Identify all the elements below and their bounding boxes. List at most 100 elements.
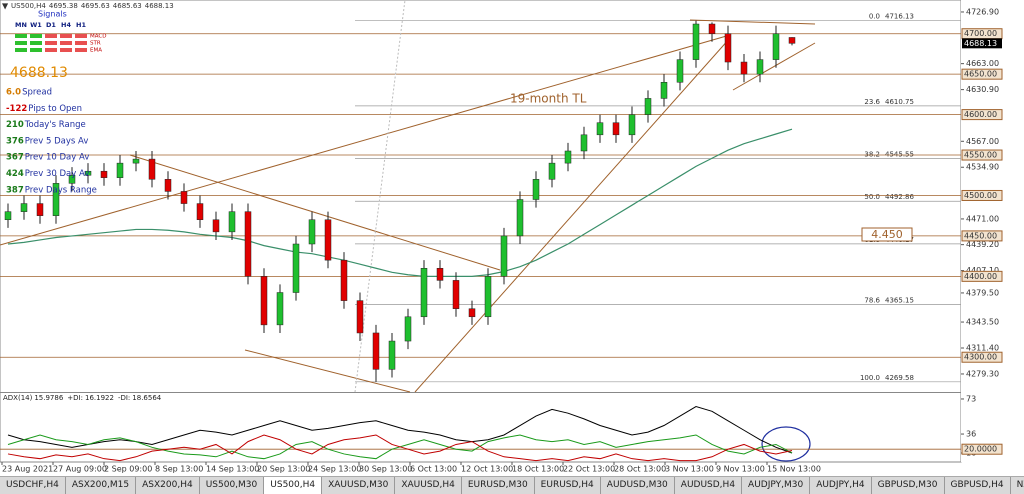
candle-body [612,122,620,136]
level-box [961,230,1003,242]
candle-body [196,203,204,220]
x-tick-label: 15 Nov 13:00 [767,465,821,474]
tab[interactable]: AUDJPY,M30 [742,477,811,494]
timeframe: W1 [30,21,42,29]
y-tick-label: 4439.20 [966,240,999,249]
candle-body [420,268,428,318]
candle-body [244,211,252,277]
header-arrow: ▼ [2,2,9,11]
stat-value: 376 [6,136,24,146]
y-tick-label: 4343.50 [966,318,999,327]
annotation-box [861,227,913,242]
level-label: 4550.00 [964,151,997,160]
level-box [961,189,1003,201]
tab[interactable]: EURUSD,M30 [462,477,535,494]
fib-level: 0.0 [869,13,880,21]
tab[interactable]: AUDJPY,H4 [810,477,872,494]
signal-row-label: EMA [90,48,102,54]
x-tick-label: 3 Nov 13:00 [665,465,714,474]
fib-level: 23.6 [864,98,880,106]
candle-body [676,59,684,83]
y-tick-label: 4407.10 [966,266,999,275]
fib-value: 4610.75 [885,98,914,106]
big-price: 4688.13 [10,65,68,81]
header-open: 4695.38 [49,2,78,10]
stat-value: 210 [6,120,24,130]
y-tick-label: 4471.00 [966,214,999,223]
signal-cell [45,48,57,52]
level-label: 4700.00 [964,29,997,38]
signal-cell [75,34,87,38]
trendlines [0,0,816,393]
tab[interactable]: EURUSD,H4 [535,477,601,494]
tab[interactable]: AUDUSD,H4 [675,477,743,494]
level-label: 4300.00 [964,353,997,362]
trendline [244,349,411,393]
candle-body [484,276,492,318]
candle-body [452,280,460,309]
header-high: 4695.63 [81,2,110,10]
fib-level: 38.2 [864,151,880,159]
level-box [961,351,1003,363]
y-tick-label: 4630.90 [966,85,999,94]
signal-cell [30,41,42,45]
tab[interactable]: AUDUSD,M30 [601,477,675,494]
x-tick-label: 18 Oct 13:00 [512,465,564,474]
candle-body [180,191,188,204]
candle-body [788,37,796,44]
stat-label: Today's Range [24,120,86,130]
x-tick-label: 22 Oct 13:00 [563,465,615,474]
fib-level: 50.0 [864,193,880,201]
candle-body [724,33,732,63]
candle-body [164,179,172,192]
tab[interactable]: XAUUSD,M30 [322,477,396,494]
tab[interactable]: ASX200,H4 [136,477,200,494]
level-box [961,109,1003,121]
trendline [129,154,501,271]
trendline [414,37,731,393]
y-tick-label: 4534.90 [966,163,999,172]
tab[interactable]: GBPUSD,H4 [945,477,1011,494]
tab[interactable]: NZDUSD,M30 [1011,477,1024,494]
level-label: 4450.00 [964,231,997,240]
header-symbol: US500,H4 [11,2,46,10]
tab[interactable]: ASX200,M15 [66,477,137,494]
candle-body [500,235,508,277]
candle-body [212,219,220,233]
signal-cell [15,41,27,45]
signal-cell [30,34,42,38]
tab[interactable]: USDCHF,H4 [0,477,66,494]
candle-body [708,23,716,34]
candle-body [20,203,28,212]
tab[interactable]: XAUUSD,H4 [395,477,462,494]
fib-value: 4492.86 [885,193,914,201]
y-tick-label: 4311.40 [966,344,999,353]
timeframe: MN [15,21,27,29]
plot-frame [0,0,962,463]
candle-body [324,219,332,261]
signals-title: Signals [38,10,67,19]
level-label: 4650.00 [964,70,997,79]
x-tick-label: 9 Nov 13:00 [716,465,765,474]
candle-body [4,211,12,220]
annotation-text: 4.450 [871,228,903,241]
stat-label: Prev 10 Day Av [25,153,90,163]
candle-body [100,170,108,178]
level-label: 20.0000 [964,445,997,454]
tab[interactable]: GBPUSD,M30 [872,477,945,494]
moving-average [7,128,793,277]
fib-anchor [354,0,406,393]
candle-body [36,203,44,216]
candle-body [388,340,396,370]
current-price-box [962,38,1002,49]
tab[interactable]: US500,M30 [200,477,265,494]
tab[interactable]: US500,H4 [264,477,323,494]
header-close: 4688.13 [145,2,174,10]
x-tick-label: 23 Aug 2021 [2,465,53,474]
info-panel: ▼ US500,H4 4695.38 4695.63 4685.63 4688.13Sig… [2,2,174,196]
y-tick-label: 4663.00 [966,59,999,68]
signal-cell [75,48,87,52]
x-tick-label: 12 Oct 13:00 [461,465,513,474]
signal-cell [15,48,27,52]
